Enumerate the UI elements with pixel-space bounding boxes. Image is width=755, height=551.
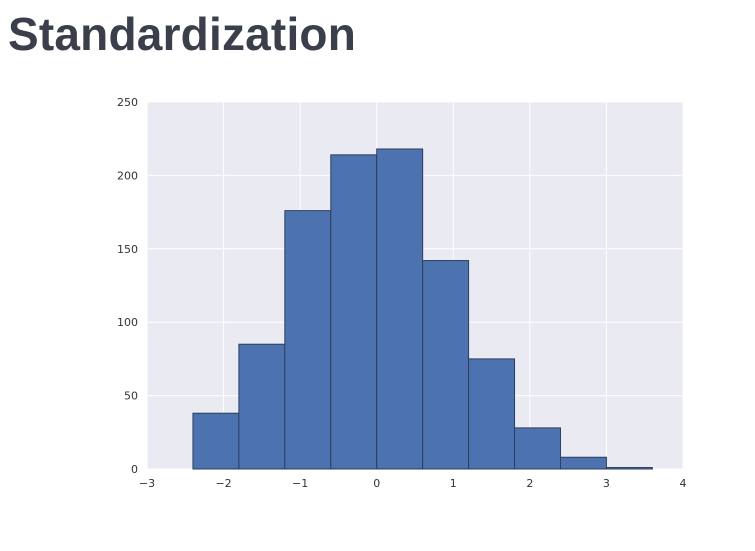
histogram-bar bbox=[422, 260, 470, 470]
histogram-bar bbox=[514, 427, 561, 470]
x-tick-label: 0 bbox=[373, 477, 380, 490]
x-tick-label: 1 bbox=[450, 477, 457, 490]
histogram-bar bbox=[559, 456, 607, 470]
x-tick-label: 4 bbox=[680, 477, 687, 490]
y-tick-label: 150 bbox=[117, 243, 138, 256]
x-tick-label: −1 bbox=[292, 477, 308, 490]
histogram-bar bbox=[605, 467, 653, 470]
histogram-bar bbox=[330, 154, 378, 470]
slide-title: Standardization bbox=[8, 8, 357, 60]
y-tick-label: 100 bbox=[117, 316, 138, 329]
y-tick-label: 200 bbox=[117, 169, 138, 182]
x-axis-ticks: −3 −2 −1 0 1 2 3 4 bbox=[139, 477, 687, 490]
y-tick-label: 50 bbox=[124, 390, 138, 403]
x-tick-label: −3 bbox=[139, 477, 155, 490]
x-tick-label: 2 bbox=[526, 477, 533, 490]
histogram-bar bbox=[284, 210, 332, 470]
histogram-bar bbox=[376, 148, 424, 470]
histogram-bars bbox=[192, 148, 653, 470]
x-tick-label: 3 bbox=[603, 477, 610, 490]
histogram-bar bbox=[468, 358, 516, 470]
histogram-bar bbox=[192, 412, 240, 470]
y-axis-ticks: 0 50 100 150 200 250 bbox=[117, 96, 138, 476]
y-tick-label: 250 bbox=[117, 96, 138, 109]
histogram-bar bbox=[238, 343, 286, 470]
y-tick-label: 0 bbox=[131, 463, 138, 476]
x-tick-label: −2 bbox=[215, 477, 231, 490]
